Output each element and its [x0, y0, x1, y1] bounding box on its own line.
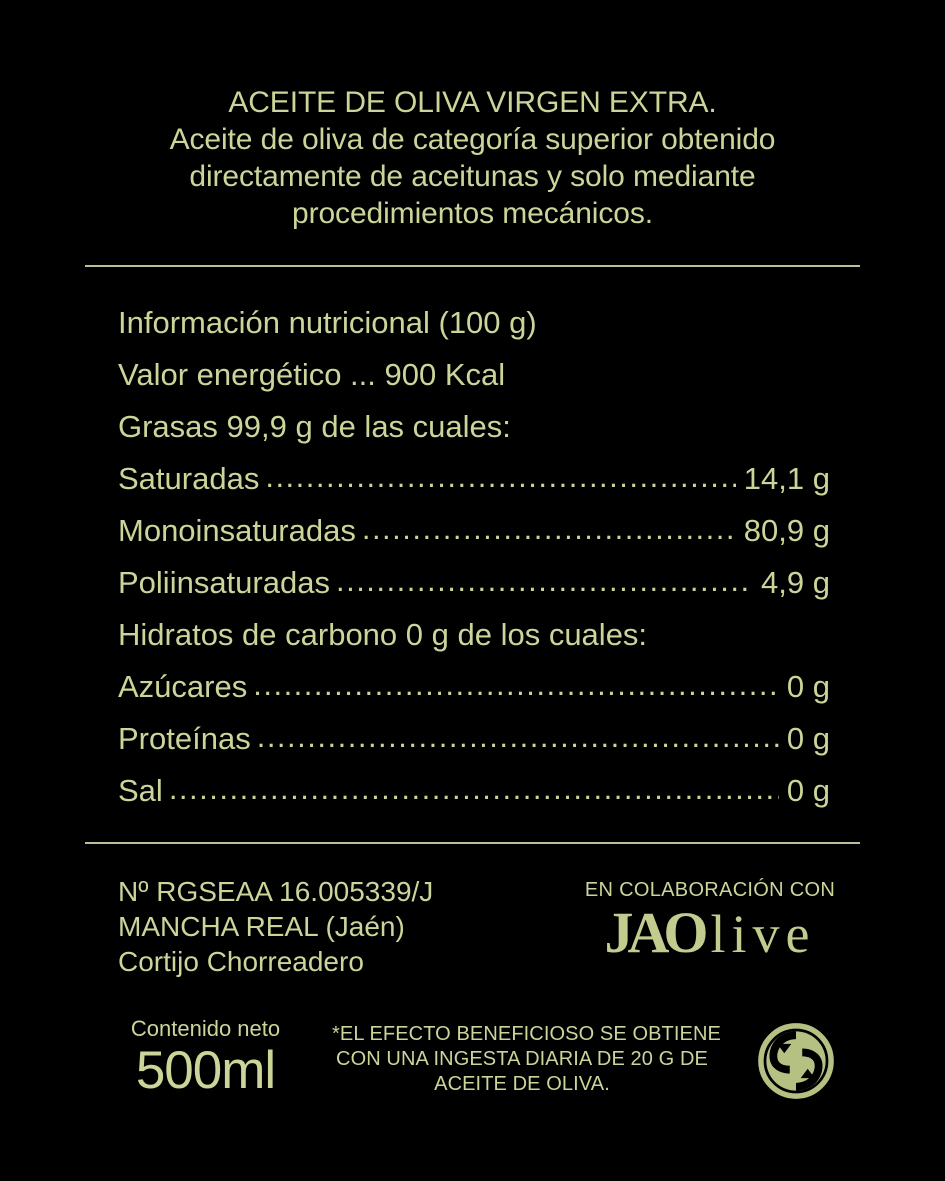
product-title: ACEITE DE OLIVA VIRGEN EXTRA.	[228, 86, 717, 119]
table-row: Sal ....................................…	[118, 765, 830, 817]
dot-leader: ........................................…	[168, 771, 779, 806]
dot-leader: ........................................…	[253, 667, 779, 702]
green-dot-icon	[757, 1022, 835, 1100]
row-label: Poliinsaturadas	[118, 565, 330, 600]
row-value: 0 g	[786, 669, 830, 704]
collaboration-caption: EN COLABORACIÓN CON	[584, 879, 836, 901]
registry-number: Nº RGSEAA 16.005339/J	[118, 876, 434, 907]
dot-leader: ........................................…	[335, 563, 753, 598]
net-content-caption: Contenido neto	[130, 1016, 281, 1041]
row-value: 0 g	[786, 773, 830, 808]
registry-block: Nº RGSEAA 16.005339/J MANCHA REAL (Jaén)…	[118, 874, 433, 979]
jaolive-logo-secondary: live	[710, 904, 816, 964]
footer-top: Nº RGSEAA 16.005339/J MANCHA REAL (Jaén)…	[0, 874, 945, 994]
row-label: Proteínas	[118, 721, 251, 756]
table-row: Azúcares ...............................…	[118, 661, 830, 713]
collaboration-block: EN COLABORACIÓN CON JAO live	[560, 878, 860, 962]
product-description-header: ACEITE DE OLIVA VIRGEN EXTRA. Aceite de …	[85, 84, 860, 232]
row-value: 80,9 g	[743, 513, 830, 548]
description-line-2: directamente de aceitunas y solo mediant…	[189, 160, 756, 193]
registry-estate: Cortijo Chorreadero	[118, 946, 364, 977]
divider-bottom	[85, 842, 860, 844]
net-content-block: Contenido neto 500ml	[108, 1016, 303, 1100]
table-row: Saturadas ..............................…	[118, 453, 830, 505]
jaolive-logo: JAO live	[560, 904, 860, 962]
jaolive-logo-primary: JAO	[604, 900, 709, 965]
carbs-heading: Hidratos de carbono 0 g de los cuales:	[118, 617, 648, 652]
disclaimer-line-2: CON UNA INGESTA DIARIA DE 20 G DE	[336, 1048, 708, 1070]
description-line-1: Aceite de oliva de categoría superior ob…	[169, 123, 776, 156]
net-content-value: 500ml	[135, 1041, 276, 1100]
health-claim-disclaimer: *EL EFECTO BENEFICIOSO SE OBTIENE CON UN…	[332, 1022, 721, 1097]
energy-row: Valor energético ... 900 Kcal	[118, 357, 506, 392]
fats-heading: Grasas 99,9 g de las cuales:	[118, 409, 511, 444]
dot-leader: ........................................…	[361, 511, 736, 546]
row-label: Saturadas	[118, 461, 260, 496]
row-label: Azúcares	[118, 669, 248, 704]
table-row: Proteínas ..............................…	[118, 713, 830, 765]
dot-leader: ........................................…	[265, 459, 736, 494]
row-value: 4,9 g	[761, 565, 830, 600]
row-label: Monoinsaturadas	[118, 513, 356, 548]
disclaimer-line-3: ACEITE DE OLIVA.	[434, 1073, 610, 1095]
description-line-3: procedimientos mecánicos.	[291, 197, 653, 230]
nutrition-title: Información nutricional (100 g)	[118, 305, 537, 340]
dot-leader: ........................................…	[256, 719, 779, 754]
row-value: 14,1 g	[743, 461, 830, 496]
table-row: Monoinsaturadas ........................…	[118, 505, 830, 557]
nutrition-table: Información nutricional (100 g) Valor en…	[118, 297, 830, 817]
row-label: Sal	[118, 773, 163, 808]
divider-top	[85, 265, 860, 267]
registry-locality: MANCHA REAL (Jaén)	[118, 911, 405, 942]
disclaimer-line-1: *EL EFECTO BENEFICIOSO SE OBTIENE	[332, 1023, 721, 1045]
table-row: Poliinsaturadas ........................…	[118, 557, 830, 609]
bottom-strip: Contenido neto 500ml *EL EFECTO BENEFICI…	[0, 1016, 945, 1126]
row-value: 0 g	[786, 721, 830, 756]
